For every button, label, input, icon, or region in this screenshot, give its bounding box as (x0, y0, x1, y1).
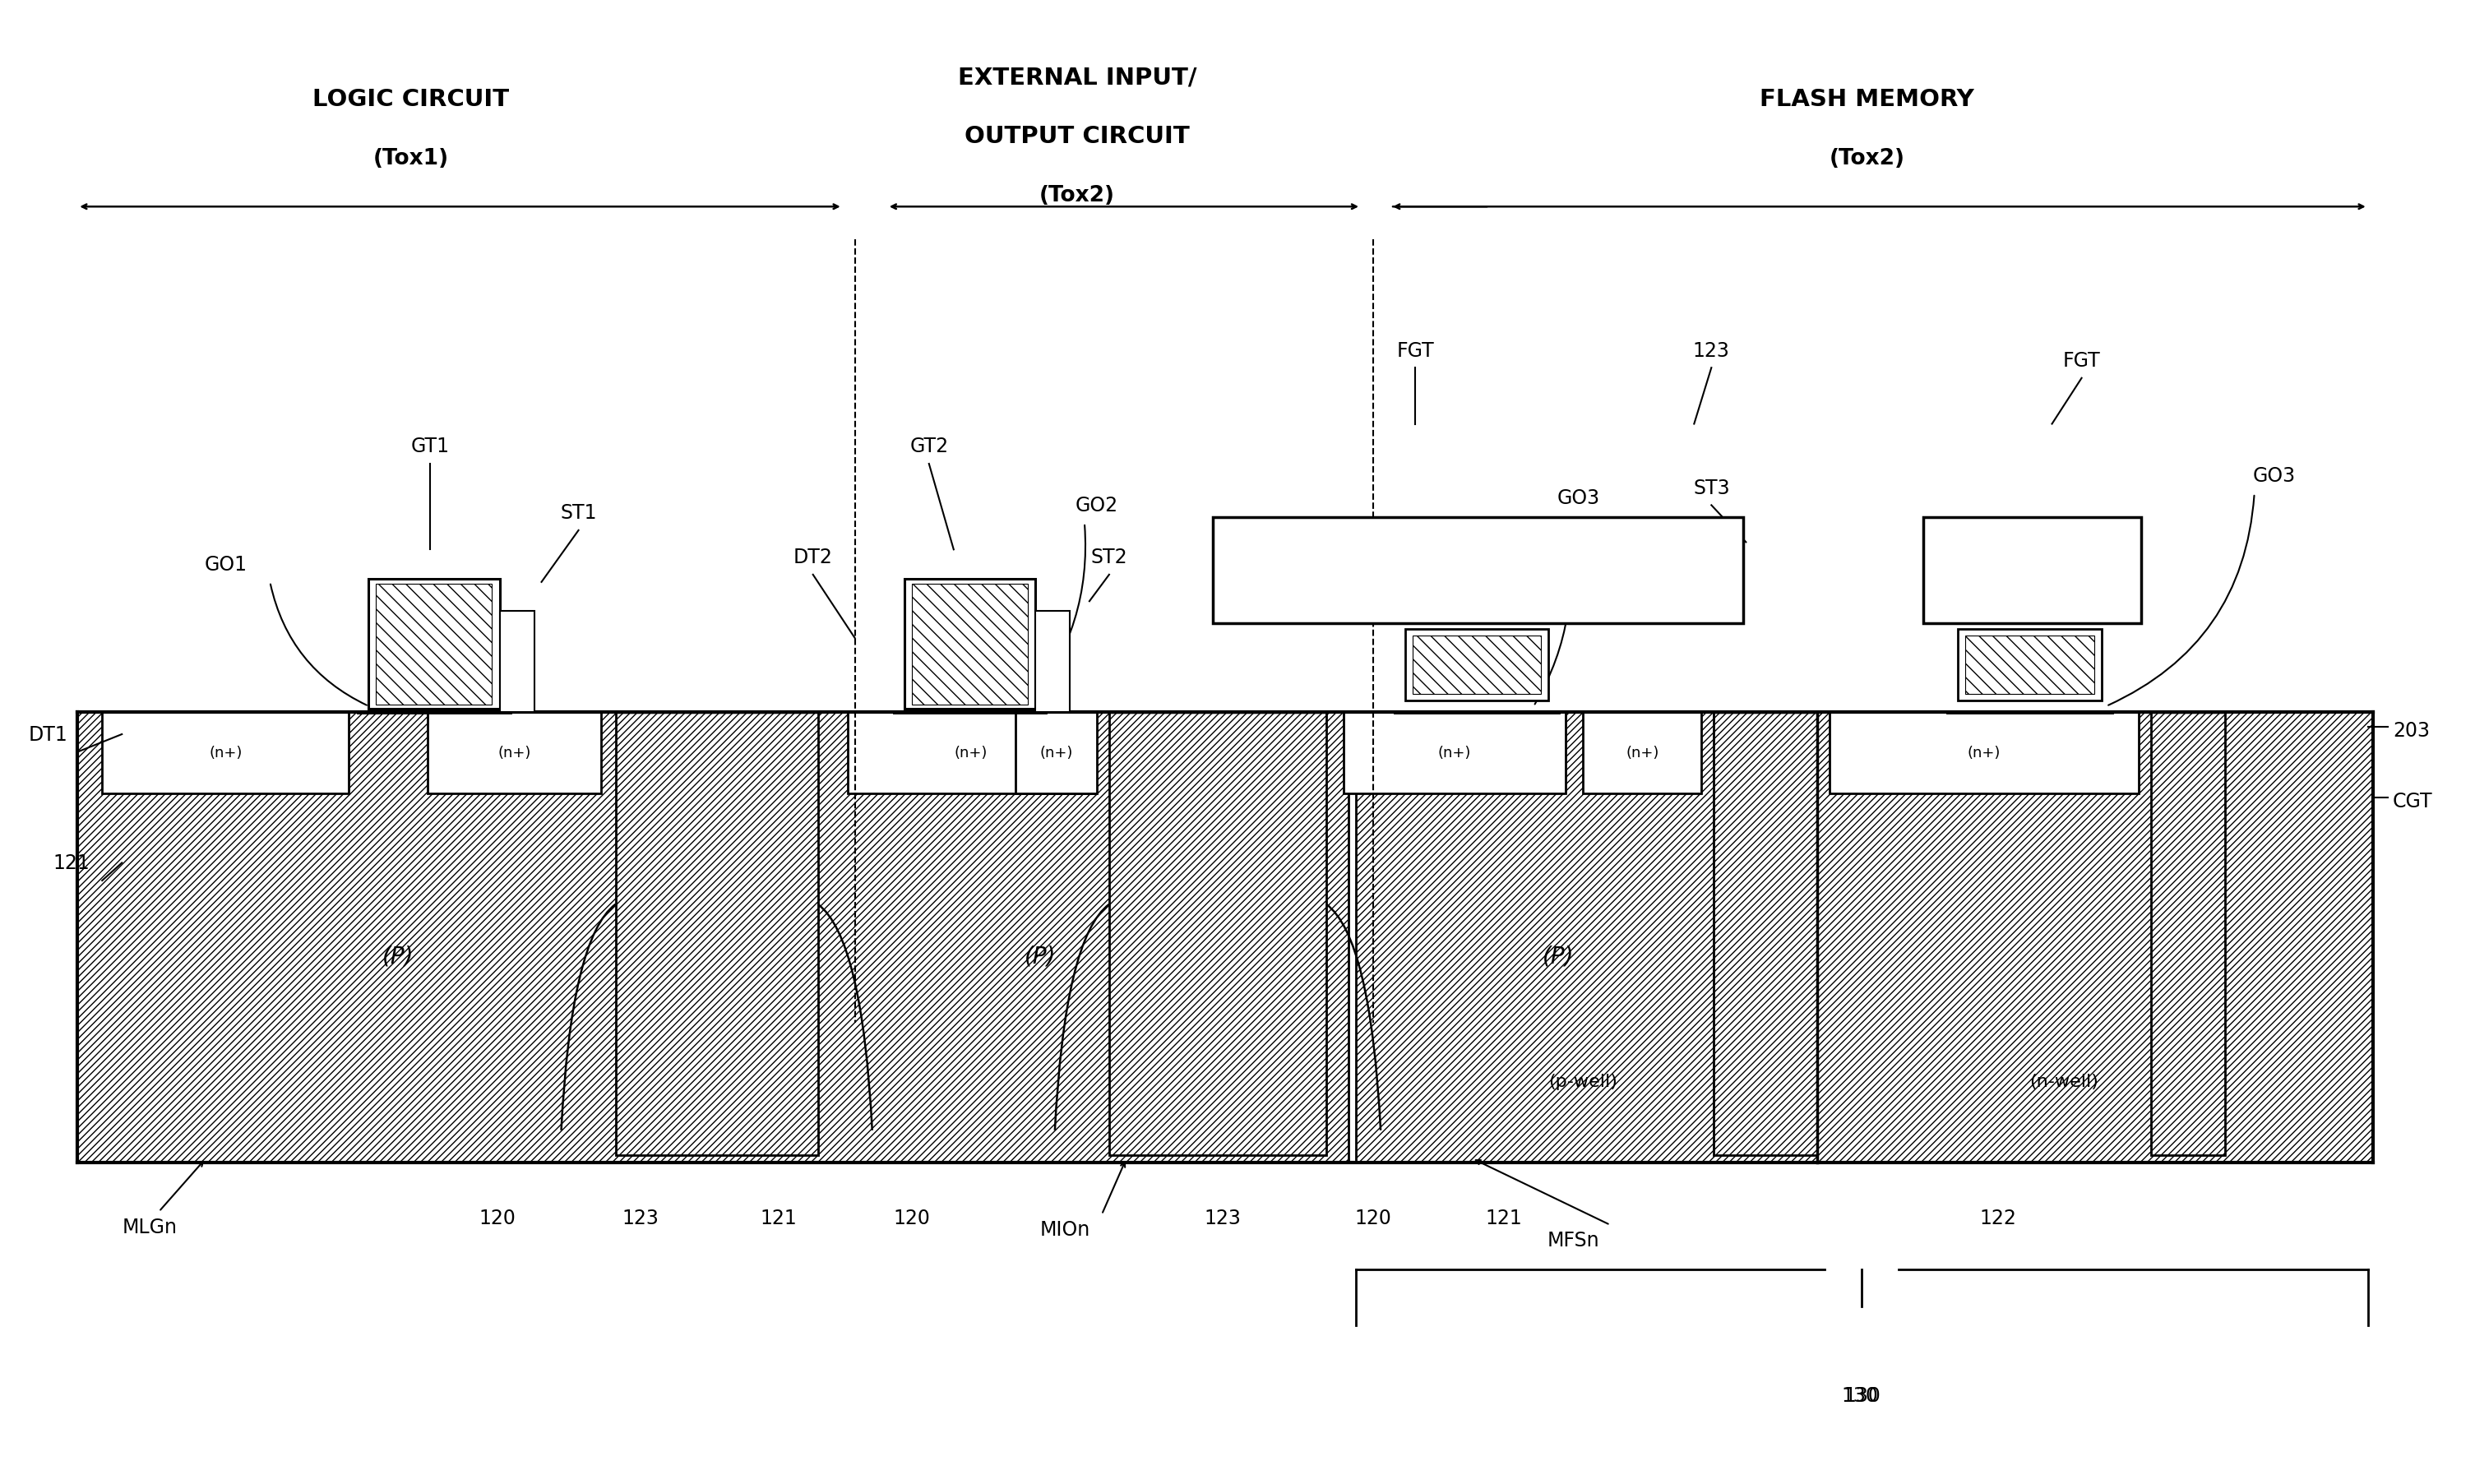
Text: 120: 120 (893, 1208, 931, 1227)
Bar (846, 712, 1094, 794)
Text: (p-well): (p-well) (1549, 1073, 1619, 1089)
Text: 123: 123 (1693, 341, 1730, 361)
Text: FGT: FGT (1396, 341, 1433, 361)
Text: OUTPUT CIRCUIT: OUTPUT CIRCUIT (965, 125, 1190, 148)
Text: GT1: GT1 (411, 436, 450, 457)
Bar (500, 611, 535, 712)
Text: CGT: CGT (2393, 791, 2433, 810)
Text: MLGn: MLGn (121, 1217, 178, 1236)
Text: (P): (P) (384, 945, 413, 968)
Text: (P): (P) (423, 625, 445, 640)
Text: DT1: DT1 (27, 724, 67, 745)
Text: (Tox2): (Tox2) (1829, 148, 1906, 169)
Text: GO1: GO1 (203, 555, 248, 574)
Bar (2151, 712, 2225, 1156)
Text: GO2: GO2 (1074, 496, 1119, 515)
Text: FLASH MEMORY: FLASH MEMORY (1760, 88, 1975, 111)
Bar (428, 712, 601, 794)
Text: (n+): (n+) (1626, 745, 1658, 760)
Bar (1829, 712, 2138, 794)
Bar (1109, 712, 1327, 1156)
Text: GO3: GO3 (1557, 488, 1599, 508)
Text: (P): (P) (960, 625, 980, 640)
Bar (1356, 712, 1817, 1163)
Text: 121: 121 (760, 1208, 797, 1227)
Text: GO3: GO3 (2252, 466, 2294, 485)
Bar (1817, 712, 2374, 1163)
Bar (1958, 629, 2101, 700)
Bar (1213, 518, 1742, 623)
Bar (77, 712, 1349, 1163)
Bar (616, 712, 817, 1156)
Text: 120: 120 (1354, 1208, 1391, 1227)
Bar (1344, 712, 1567, 794)
Bar (1923, 518, 2141, 623)
Bar (1713, 712, 1817, 1156)
Bar (1965, 635, 2094, 695)
Text: LOGIC CIRCUIT: LOGIC CIRCUIT (312, 88, 510, 111)
Text: (n+): (n+) (955, 745, 988, 760)
Bar (101, 712, 349, 794)
Text: 122: 122 (1980, 1208, 2017, 1227)
Text: (n+): (n+) (497, 745, 532, 760)
Text: FGT: FGT (2062, 352, 2101, 371)
Text: DT3: DT3 (1285, 540, 1324, 559)
Text: EXTERNAL INPUT/: EXTERNAL INPUT/ (958, 65, 1195, 89)
Bar (1015, 712, 1096, 794)
Bar (1406, 629, 1549, 700)
Text: ST2: ST2 (1091, 548, 1129, 567)
Text: 130: 130 (1841, 1385, 1879, 1405)
Text: (n+): (n+) (1040, 745, 1072, 760)
Text: (Tox1): (Tox1) (374, 148, 448, 169)
Text: (P): (P) (1025, 945, 1057, 968)
Text: 130: 130 (1844, 1385, 1881, 1405)
Text: (n+): (n+) (1968, 745, 2000, 760)
Text: (P): (P) (1542, 945, 1574, 968)
Bar (1413, 635, 1542, 695)
Text: 120: 120 (478, 1208, 515, 1227)
Text: 123: 123 (1205, 1208, 1240, 1227)
Text: (n+): (n+) (1438, 745, 1470, 760)
Text: 121: 121 (52, 853, 89, 873)
Text: (P): (P) (1468, 657, 1487, 672)
Text: 203: 203 (2393, 720, 2430, 741)
Bar (369, 580, 500, 709)
Text: (n-well): (n-well) (2029, 1073, 2099, 1089)
Text: (Tox2): (Tox2) (1040, 186, 1114, 206)
Text: 121: 121 (1485, 1208, 1522, 1227)
Bar (903, 580, 1035, 709)
Text: GT2: GT2 (911, 436, 948, 457)
Text: 123: 123 (621, 1208, 658, 1227)
Text: ST1: ST1 (559, 503, 596, 522)
Text: (P): (P) (2020, 657, 2039, 672)
Text: (n+): (n+) (208, 745, 243, 760)
Bar (376, 583, 493, 705)
Text: MIOn: MIOn (1040, 1220, 1089, 1239)
Text: DT2: DT2 (794, 548, 832, 567)
Text: MFSn: MFSn (1547, 1230, 1599, 1250)
Bar (911, 583, 1027, 705)
Bar (1035, 611, 1069, 712)
Text: ST3: ST3 (1693, 478, 1730, 497)
Bar (1584, 712, 1700, 794)
